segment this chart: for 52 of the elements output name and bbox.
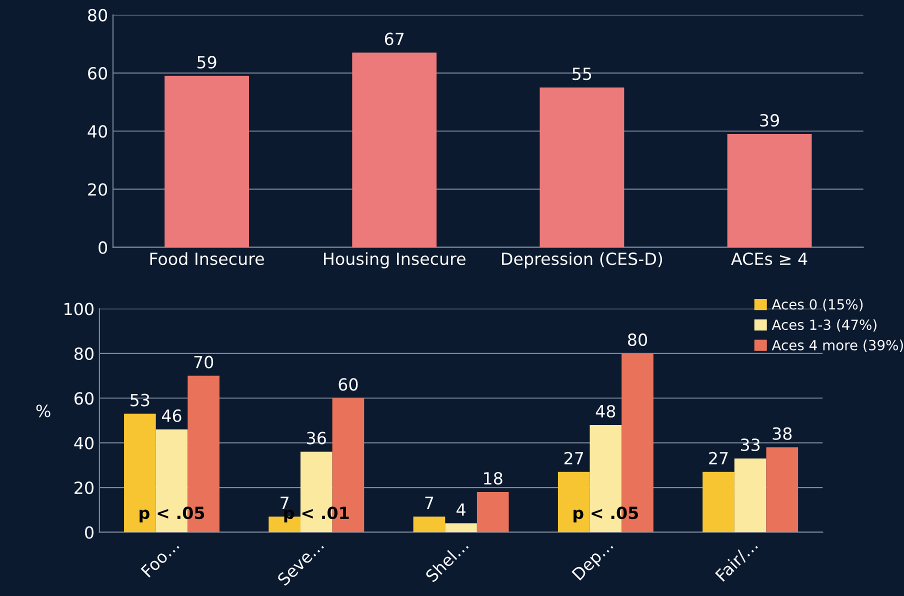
bar xyxy=(445,523,477,532)
data-label: 67 xyxy=(384,32,404,46)
data-label: 38 xyxy=(772,427,792,440)
x-tick-label: Housing Insecure xyxy=(324,252,466,268)
x-tick-label: Food Insecure xyxy=(150,252,264,266)
data-label: 7 xyxy=(425,496,434,509)
data-label: 60 xyxy=(338,378,358,391)
data-label: 39 xyxy=(760,114,779,127)
bar xyxy=(734,458,766,532)
y-axis-title: % xyxy=(36,404,50,418)
y-tick-label: 20 xyxy=(88,183,108,196)
data-label: 80 xyxy=(628,333,647,346)
y-tick-label: 0 xyxy=(85,526,94,539)
y-tick-label: 20 xyxy=(74,481,94,494)
bar xyxy=(558,472,590,532)
y-tick-label: 40 xyxy=(88,125,108,138)
legend-label: Aces 1-3 (47%) xyxy=(772,319,876,332)
bar xyxy=(540,88,624,248)
bar xyxy=(766,447,798,532)
data-label: 18 xyxy=(484,472,502,485)
y-tick-label: 60 xyxy=(88,66,108,80)
data-label: 53 xyxy=(130,394,150,406)
bar xyxy=(164,76,249,248)
annotation: p < .05 xyxy=(140,506,204,522)
data-label: 59 xyxy=(197,56,216,69)
annotation: p < .05 xyxy=(574,506,638,522)
x-tick-label: ACEs ≥ 4 xyxy=(731,252,808,266)
data-label: 46 xyxy=(162,409,182,422)
legend-label: Aces 4 more (39%) xyxy=(772,340,903,352)
data-label: 4 xyxy=(456,504,466,516)
data-label: 27 xyxy=(709,452,728,464)
data-label: 48 xyxy=(596,404,616,418)
y-tick-label: 60 xyxy=(74,392,94,405)
data-label: 33 xyxy=(740,438,760,452)
bar xyxy=(352,52,437,248)
data-label: 70 xyxy=(194,356,214,368)
bar xyxy=(124,414,156,532)
bar xyxy=(476,492,509,532)
y-tick-label: 0 xyxy=(98,241,108,254)
y-tick-label: 100 xyxy=(64,302,94,316)
data-label: 27 xyxy=(564,452,584,464)
legend-label: Aces 0 (15%) xyxy=(772,298,863,312)
bar xyxy=(413,516,446,532)
data-label: 7 xyxy=(280,496,288,509)
y-tick-label: 80 xyxy=(88,8,108,22)
x-tick-label: Depression (CES-D) xyxy=(502,252,662,268)
data-label: 36 xyxy=(307,432,326,444)
y-tick-label: 80 xyxy=(74,347,94,360)
bar xyxy=(727,134,812,248)
y-tick-label: 40 xyxy=(74,436,94,450)
data-label: 55 xyxy=(572,68,592,80)
bar xyxy=(702,472,734,532)
